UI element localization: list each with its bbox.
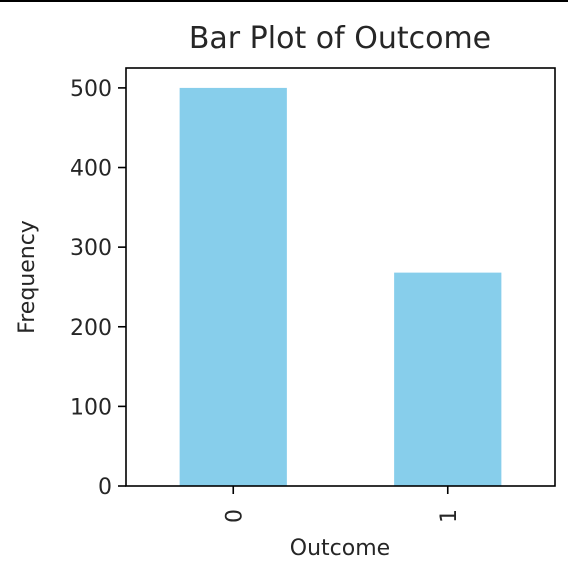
y-tick-label: 0: [98, 475, 112, 500]
y-tick-label: 500: [70, 77, 112, 102]
y-tick-label: 400: [70, 157, 112, 182]
y-tick-label: 300: [70, 236, 112, 261]
x-tick-label: 0: [222, 509, 247, 523]
plot-area-frame: [125, 67, 556, 487]
y-tick-label: 200: [70, 316, 112, 341]
y-tick-label: 100: [70, 395, 112, 420]
bar-outcome-1: [394, 272, 502, 486]
y-axis-label: Frequency: [15, 220, 40, 334]
y-axis-ticks: 0 100 200 300 400 500: [70, 77, 126, 500]
x-tick-label: 1: [437, 509, 462, 523]
x-axis-label: Outcome: [290, 536, 390, 561]
chart-title: Bar Plot of Outcome: [189, 21, 491, 56]
top-border: [0, 0, 568, 2]
bars-group: [179, 87, 502, 487]
bar-outcome-0: [179, 87, 287, 487]
